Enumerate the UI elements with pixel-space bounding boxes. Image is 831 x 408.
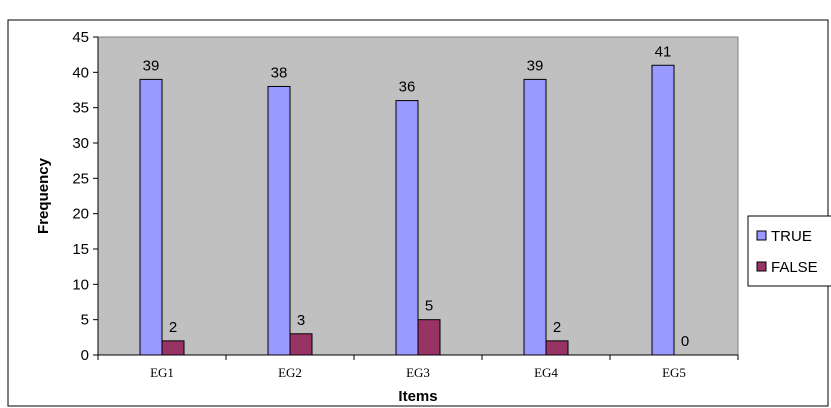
y-tick-label: 20 [72, 206, 89, 223]
y-tick-label: 15 [72, 241, 89, 258]
data-label-true: 39 [143, 57, 160, 74]
data-labels: 39 2 38 3 36 5 39 2 41 0 [143, 43, 690, 350]
data-label-false: 0 [681, 333, 689, 350]
x-axis-ticks: EG1 EG2 EG3 EG4 EG5 [97, 355, 739, 380]
y-tick-label: 5 [81, 312, 89, 329]
data-label-false: 2 [553, 319, 561, 336]
data-label-true: 38 [271, 64, 288, 81]
bar-false [417, 319, 441, 356]
y-tick-label: 10 [72, 276, 89, 293]
data-label-false: 2 [169, 319, 177, 336]
bar-true [651, 64, 675, 356]
legend-box [747, 215, 831, 287]
bar-false [289, 333, 313, 356]
legend-label-false: FALSE [771, 259, 818, 276]
data-label-true: 41 [655, 43, 672, 60]
y-axis-title: Frequency [35, 157, 52, 234]
bar-series [139, 64, 675, 356]
data-label-true: 39 [527, 57, 544, 74]
x-tick-label: EG3 [406, 365, 430, 380]
bar-true [523, 78, 547, 356]
x-tick-label: EG2 [278, 365, 302, 380]
legend-swatch-false [756, 261, 767, 272]
data-label-false: 3 [297, 312, 305, 329]
y-tick-label: 30 [72, 135, 89, 152]
bar-false [545, 340, 569, 356]
x-axis-title: Items [398, 388, 437, 405]
y-tick-label: 40 [72, 64, 89, 81]
x-tick-label: EG5 [662, 365, 686, 380]
data-label-true: 36 [399, 79, 416, 96]
legend-swatch-true [756, 230, 767, 241]
bar-false [161, 340, 185, 356]
y-tick-label: 0 [81, 347, 89, 364]
legend-label-true: TRUE [771, 228, 812, 245]
y-tick-label: 35 [72, 100, 89, 117]
x-tick-label: EG1 [150, 365, 174, 380]
bar-true [139, 78, 163, 356]
legend: TRUE FALSE [747, 215, 831, 287]
x-tick-label: EG4 [534, 365, 558, 380]
y-tick-label: 25 [72, 170, 89, 187]
bar-true [395, 100, 419, 356]
bar-true [267, 85, 291, 356]
data-label-false: 5 [425, 298, 433, 315]
y-tick-label: 45 [72, 29, 89, 46]
y-axis-ticks: 0 5 10 15 20 25 30 35 40 45 [72, 29, 98, 364]
